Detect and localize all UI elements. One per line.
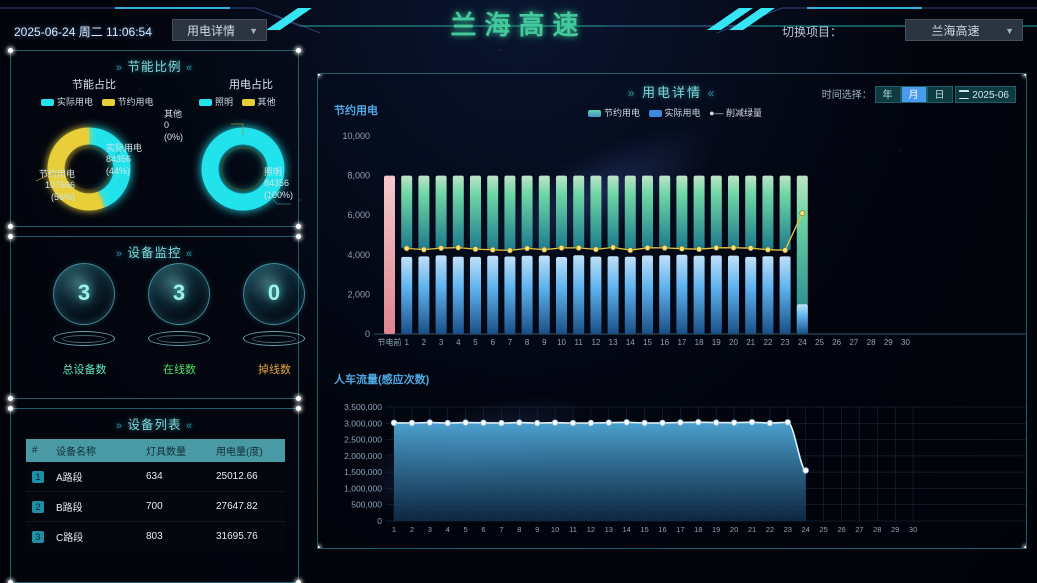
svg-text:8: 8 bbox=[525, 338, 530, 347]
svg-text:7: 7 bbox=[499, 525, 503, 534]
svg-text:500,000: 500,000 bbox=[351, 500, 382, 510]
svg-text:10: 10 bbox=[551, 525, 559, 534]
svg-text:0: 0 bbox=[377, 516, 382, 526]
svg-text:21: 21 bbox=[746, 338, 755, 347]
svg-text:20: 20 bbox=[729, 338, 738, 347]
svg-text:12: 12 bbox=[587, 525, 595, 534]
svg-text:节电前: 节电前 bbox=[378, 337, 402, 347]
svg-text:27: 27 bbox=[855, 525, 863, 534]
svg-text:2,000,000: 2,000,000 bbox=[344, 451, 382, 461]
svg-text:14: 14 bbox=[626, 338, 635, 347]
svg-text:28: 28 bbox=[873, 525, 881, 534]
svg-text:3: 3 bbox=[428, 525, 432, 534]
svg-text:2,000: 2,000 bbox=[347, 289, 370, 299]
svg-text:30: 30 bbox=[901, 338, 910, 347]
svg-text:4: 4 bbox=[446, 525, 450, 534]
svg-text:8: 8 bbox=[517, 525, 521, 534]
svg-text:8,000: 8,000 bbox=[347, 171, 370, 181]
svg-text:15: 15 bbox=[640, 525, 648, 534]
svg-text:13: 13 bbox=[605, 525, 613, 534]
svg-text:25: 25 bbox=[819, 525, 827, 534]
svg-text:25: 25 bbox=[815, 338, 824, 347]
svg-text:16: 16 bbox=[658, 525, 666, 534]
svg-text:5: 5 bbox=[464, 525, 468, 534]
svg-text:2,500,000: 2,500,000 bbox=[344, 435, 382, 445]
svg-text:20: 20 bbox=[730, 525, 738, 534]
svg-text:24: 24 bbox=[798, 338, 807, 347]
svg-text:27: 27 bbox=[849, 338, 858, 347]
svg-text:29: 29 bbox=[884, 338, 893, 347]
svg-text:1: 1 bbox=[392, 525, 396, 534]
svg-text:9: 9 bbox=[542, 338, 547, 347]
svg-text:18: 18 bbox=[695, 338, 704, 347]
svg-text:28: 28 bbox=[867, 338, 876, 347]
svg-text:23: 23 bbox=[784, 525, 792, 534]
svg-text:1,000,000: 1,000,000 bbox=[344, 483, 382, 493]
svg-text:7: 7 bbox=[508, 338, 513, 347]
svg-text:30: 30 bbox=[909, 525, 917, 534]
svg-text:26: 26 bbox=[832, 338, 841, 347]
svg-text:3,000,000: 3,000,000 bbox=[344, 418, 382, 428]
svg-text:5: 5 bbox=[473, 338, 478, 347]
svg-text:24: 24 bbox=[802, 525, 810, 534]
svg-text:18: 18 bbox=[694, 525, 702, 534]
svg-text:26: 26 bbox=[837, 525, 845, 534]
svg-text:6: 6 bbox=[490, 338, 495, 347]
svg-text:13: 13 bbox=[609, 338, 618, 347]
svg-text:17: 17 bbox=[676, 525, 684, 534]
svg-text:16: 16 bbox=[660, 338, 669, 347]
svg-text:11: 11 bbox=[575, 338, 584, 347]
svg-text:1,500,000: 1,500,000 bbox=[344, 467, 382, 477]
svg-text:2: 2 bbox=[422, 338, 427, 347]
svg-text:12: 12 bbox=[591, 338, 600, 347]
svg-text:21: 21 bbox=[748, 525, 756, 534]
svg-text:10,000: 10,000 bbox=[342, 131, 370, 141]
svg-text:2: 2 bbox=[410, 525, 414, 534]
svg-text:23: 23 bbox=[781, 338, 790, 347]
svg-text:22: 22 bbox=[766, 525, 774, 534]
svg-text:22: 22 bbox=[763, 338, 772, 347]
svg-text:9: 9 bbox=[535, 525, 539, 534]
svg-text:11: 11 bbox=[569, 525, 577, 534]
svg-text:15: 15 bbox=[643, 338, 652, 347]
svg-text:19: 19 bbox=[712, 338, 721, 347]
svg-text:17: 17 bbox=[677, 338, 686, 347]
svg-text:6: 6 bbox=[481, 525, 485, 534]
svg-text:29: 29 bbox=[891, 525, 899, 534]
svg-text:3: 3 bbox=[439, 338, 444, 347]
svg-text:14: 14 bbox=[623, 525, 631, 534]
svg-text:4,000: 4,000 bbox=[347, 250, 370, 260]
svg-text:19: 19 bbox=[712, 525, 720, 534]
svg-text:0: 0 bbox=[365, 329, 370, 339]
svg-text:10: 10 bbox=[557, 338, 566, 347]
svg-text:4: 4 bbox=[456, 338, 461, 347]
svg-text:6,000: 6,000 bbox=[347, 210, 370, 220]
svg-text:3,500,000: 3,500,000 bbox=[344, 402, 382, 412]
svg-text:1: 1 bbox=[404, 338, 409, 347]
